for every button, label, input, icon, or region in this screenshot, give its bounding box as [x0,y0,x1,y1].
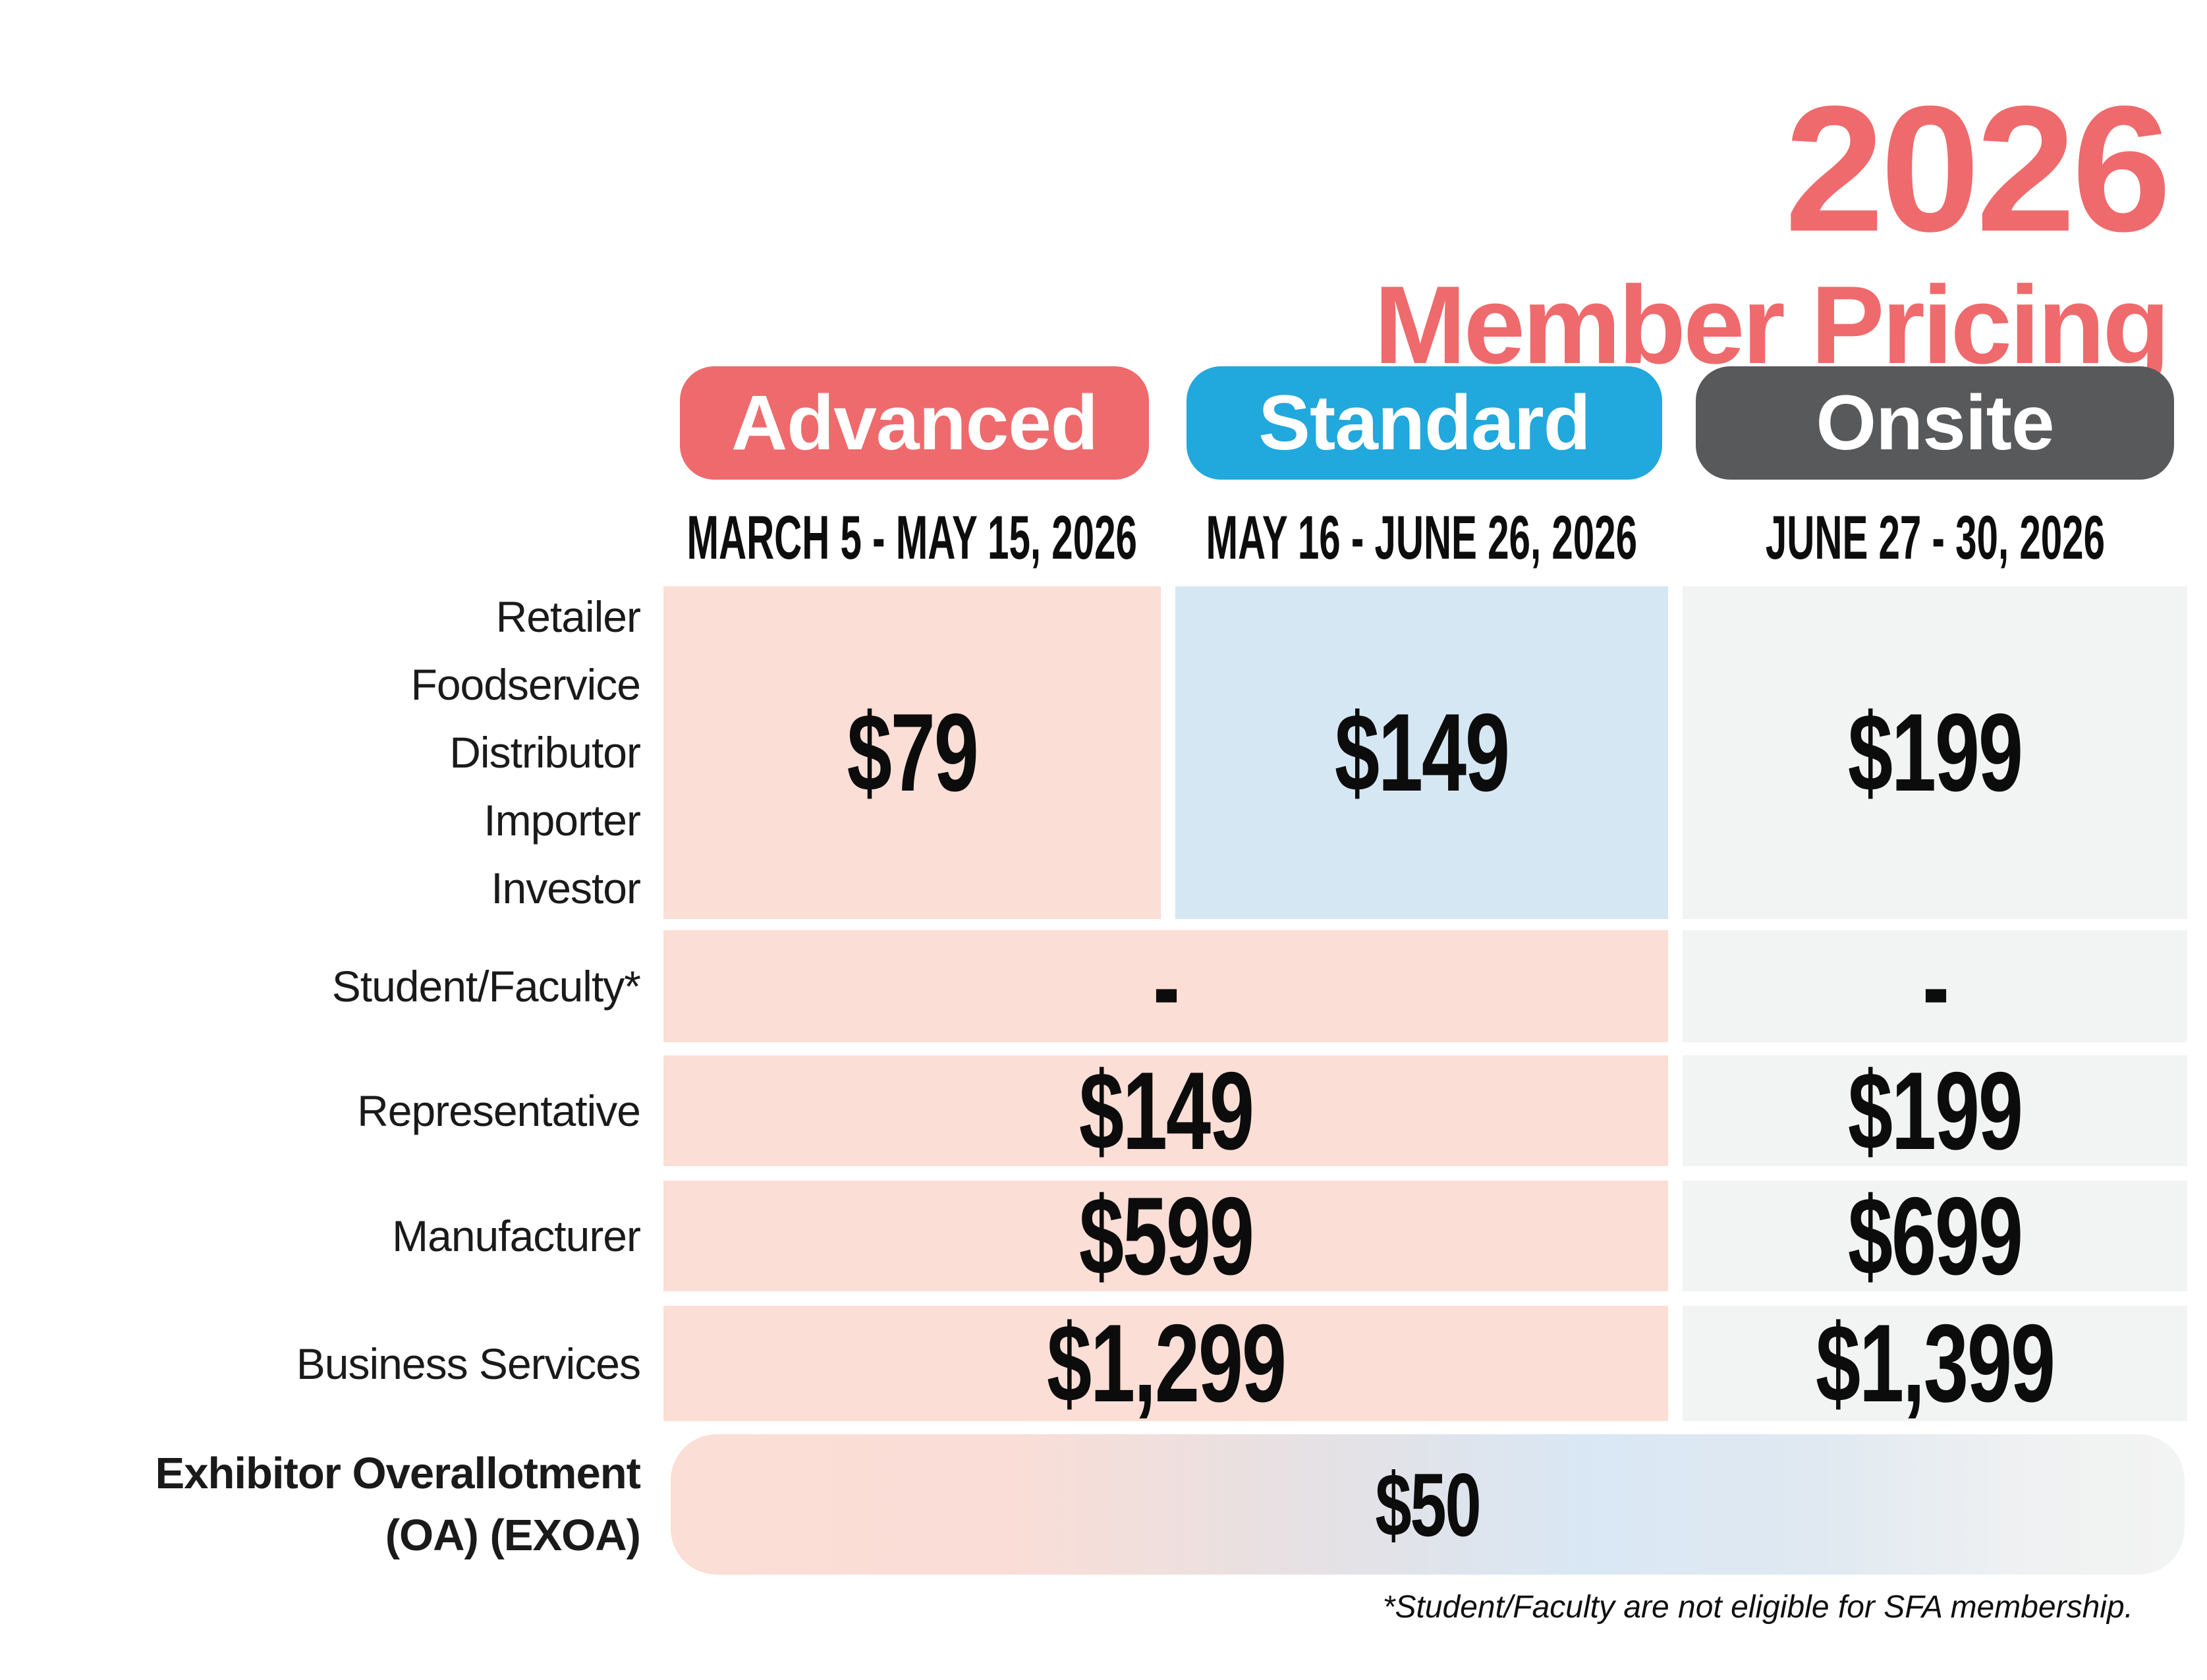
cell-student-faculty-onsite: - [1683,924,2187,1048]
price-member-types-advanced: $79 [847,690,978,814]
row-label-student-faculty: Student/Faculty* [331,962,641,1011]
title-subtitle: Member Pricing [1374,263,2170,387]
cell-student-faculty-advanced-standard: - [663,924,1668,1048]
row-label-representative: Representative [357,1086,641,1135]
page-title: 2026 Member Pricing [1374,69,2171,387]
title-year: 2026 [1784,69,2171,269]
price-representative-advanced-standard: $149 [1078,1048,1254,1173]
price-business-services-onsite: $1,399 [1816,1301,2055,1425]
cell-business-services-onsite: $1,399 [1683,1301,2187,1425]
price-student-faculty-advanced-standard: - [1153,924,1180,1048]
price-business-services-advanced-standard: $1,299 [1046,1301,1287,1425]
date-range-standard-text: MAY 16 - JUNE 26, 2026 [1206,503,1638,572]
cell-member-types-advanced: $79 [663,586,1161,919]
price-manufacturer-onsite: $699 [1847,1173,2023,1298]
cell-member-types-onsite: $199 [1683,586,2187,919]
cell-representative-advanced-standard: $149 [663,1049,1668,1173]
date-range-advanced-text: MARCH 5 - MAY 15, 2026 [686,503,1138,572]
column-pill-advanced-label: Advanced [731,379,1098,466]
cell-member-types-standard: $149 [1175,586,1668,919]
row-label-exhibitor-overallotment: Exhibitor Overallotment (OA) (EXOA) [0,1434,641,1575]
row-label-member-types: Retailer Foodservice Distributor Importe… [0,586,642,919]
price-member-types-onsite: $199 [1847,690,2023,814]
price-representative-onsite: $199 [1847,1048,2023,1173]
row-label-foodservice: Foodservice [410,660,641,709]
row-label-importer: Importer [484,796,641,845]
column-pill-standard: Standard [1187,366,1662,480]
row-label-retailer: Retailer [495,592,641,641]
column-pill-onsite: Onsite [1696,366,2174,480]
date-range-onsite-text: JUNE 27 - 30, 2026 [1765,503,2105,572]
date-range-onsite: JUNE 27 - 30, 2026 [1683,503,2187,572]
cell-manufacturer-advanced-standard: $599 [663,1174,1668,1298]
price-manufacturer-advanced-standard: $599 [1078,1173,1254,1298]
row-label-manufacturer: Manufacturer [392,1212,641,1260]
cell-manufacturer-onsite: $699 [1683,1174,2187,1298]
cell-exhibitor-overallotment-all-columns: $50 [671,1434,2185,1575]
date-range-standard: MAY 16 - JUNE 26, 2026 [1175,503,1668,572]
column-pill-advanced: Advanced [680,366,1149,480]
price-student-faculty-onsite: - [1922,924,1949,1048]
footnote: *Student/Faculty are not eligible for SF… [1382,1590,2133,1625]
cell-business-services-advanced-standard: $1,299 [663,1301,1668,1425]
row-label-business-services: Business Services [296,1339,641,1388]
row-label-distributor: Distributor [449,728,641,777]
cell-representative-onsite: $199 [1683,1049,2187,1173]
column-pill-standard-label: Standard [1258,379,1590,466]
row-label-exhibitor-overallotment-line1: Exhibitor Overallotment [155,1448,641,1498]
price-exhibitor-overallotment: $50 [1375,1454,1481,1555]
price-member-types-standard: $149 [1334,690,1510,814]
column-pill-onsite-label: Onsite [1816,379,2054,466]
row-label-exhibitor-overallotment-line2: (OA) (EXOA) [385,1510,641,1560]
date-range-advanced: MARCH 5 - MAY 15, 2026 [663,503,1161,572]
row-label-investor: Investor [491,864,641,912]
